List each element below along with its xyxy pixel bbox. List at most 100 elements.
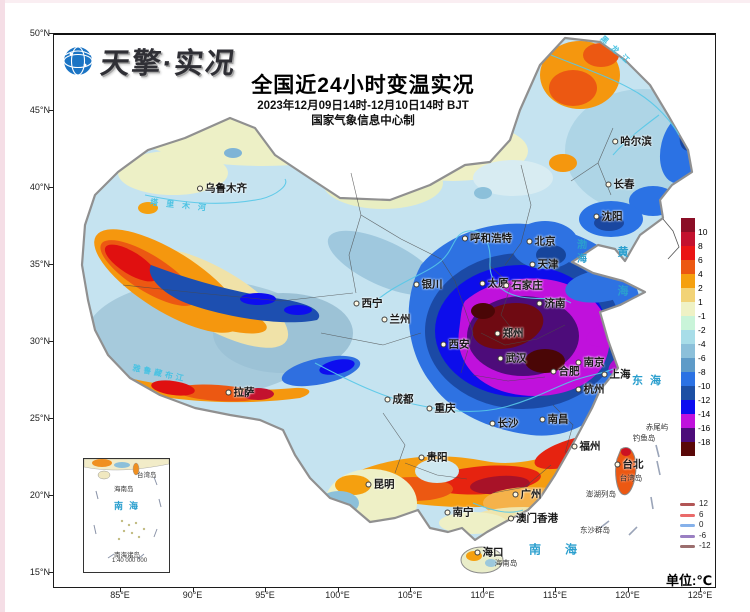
city-marker: 天津 — [529, 257, 559, 272]
city-marker: 武汉 — [497, 351, 527, 366]
city-label: 兰州 — [389, 313, 411, 326]
lat-tick-mark — [49, 341, 53, 342]
city-label: 合肥 — [558, 365, 580, 378]
lon-tick-label: 120°E — [615, 590, 640, 600]
city-label: 哈尔滨 — [620, 135, 652, 148]
inset-islands-label: 南海诸岛 — [114, 552, 140, 559]
globe-logo-icon — [63, 46, 93, 76]
city-marker: 昆明 — [365, 477, 395, 492]
city-label: 呼和浩特 — [470, 232, 512, 245]
lon-tick-label: 85°E — [110, 590, 130, 600]
city-label: 石家庄 — [511, 279, 543, 292]
colorbar-tick-label: 6 — [698, 255, 703, 265]
city-dot — [575, 386, 582, 392]
unit-label: 单位:℃ — [666, 573, 713, 588]
colorbar-block — [681, 344, 695, 358]
isoline-swatch — [680, 545, 695, 548]
colorbar-block — [681, 260, 695, 274]
colorbar-tick-label: -1 — [698, 311, 706, 321]
lat-tick-label: 50°N — [29, 28, 50, 38]
city-marker: 长春 — [605, 177, 635, 192]
city-label: 昆明 — [373, 478, 395, 491]
lon-tick-mark — [410, 588, 411, 592]
city-marker: 呼和浩特 — [462, 231, 512, 246]
isoline-label: -12 — [699, 541, 711, 550]
city-dot — [512, 491, 519, 497]
city-marker: 沈阳 — [593, 209, 623, 224]
colorbar-block — [681, 246, 695, 260]
colorbar-block — [681, 358, 695, 372]
colorbar-tick-label: 10 — [698, 227, 708, 237]
colorbar-tick-label: -16 — [698, 423, 711, 433]
inset-mini-map — [83, 458, 170, 560]
city-dot — [593, 213, 600, 219]
colorbar-block — [681, 288, 695, 302]
lon-tick-mark — [265, 588, 266, 592]
colorbar-tick-label: -6 — [698, 353, 706, 363]
colorbar-tick-label: 2 — [698, 283, 703, 293]
city-marker: 北京 — [526, 234, 556, 249]
city-dot — [497, 355, 504, 361]
city-dot — [489, 420, 496, 426]
city-label: 福州 — [579, 440, 601, 453]
lat-tick-label: 35°N — [29, 259, 50, 269]
lon-tick-mark — [192, 588, 194, 592]
city-marker: 济南 — [536, 296, 566, 311]
lat-tick-mark — [49, 33, 53, 34]
city-marker: 重庆 — [426, 401, 456, 416]
map-frame — [53, 33, 716, 588]
city-marker: 兰州 — [381, 312, 411, 327]
city-marker: 澳门香港 — [508, 511, 558, 526]
island-label: 钓鱼岛 — [632, 433, 656, 443]
lon-tick-label: 95°E — [255, 590, 275, 600]
city-dot — [529, 261, 536, 267]
isoline-swatch — [680, 513, 695, 517]
city-marker: 乌鲁木齐 — [197, 181, 247, 196]
city-label: 长沙 — [497, 417, 519, 430]
city-dot — [440, 341, 447, 347]
city-label: 天津 — [537, 258, 559, 271]
colorbar-tick-label: -14 — [698, 409, 711, 419]
lat-tick-label: 40°N — [29, 182, 50, 192]
china-map-svg — [80, 36, 694, 574]
colorbar-block — [681, 428, 695, 442]
isoline-label: 0 — [699, 520, 704, 529]
page-edge-left — [0, 0, 5, 612]
city-marker: 西安 — [440, 337, 470, 352]
city-dot — [384, 396, 391, 402]
lat-tick-label: 15°N — [29, 567, 50, 577]
city-marker: 上海 — [601, 367, 631, 382]
lon-tick-mark — [700, 588, 701, 592]
city-dot — [353, 300, 360, 306]
colorbar-tick-label: 4 — [698, 269, 703, 279]
city-label: 长春 — [613, 178, 635, 191]
taiwan-north-red-patch — [621, 448, 631, 456]
page-title: 全国近24小时变温实况 — [251, 74, 475, 97]
korea-border-line — [662, 218, 680, 260]
island-label: 赤尾屿 — [645, 422, 669, 432]
city-label: 北京 — [534, 235, 556, 248]
city-marker: 银川 — [413, 277, 443, 292]
city-label: 成都 — [392, 393, 414, 406]
colorbar-tick-label: 1 — [698, 297, 703, 307]
city-dot — [575, 359, 582, 365]
city-marker: 南京 — [575, 355, 605, 370]
city-dot — [550, 368, 557, 374]
colorbar-block — [681, 386, 695, 400]
city-label: 西安 — [448, 338, 470, 351]
city-dot — [197, 185, 203, 191]
isoline-label: 12 — [699, 499, 708, 508]
city-dot — [444, 509, 451, 515]
lon-tick-label: 105°E — [397, 590, 423, 600]
city-dot — [601, 371, 608, 377]
south-china-sea-inset: 台湾岛 海南岛 南海 南海诸岛 1:40 000 000 — [83, 458, 170, 573]
colorbar-tick-label: -10 — [698, 381, 711, 391]
colorbar-tick-label: -8 — [698, 367, 706, 377]
city-label: 郑州 — [502, 327, 524, 340]
city-marker: 西宁 — [353, 296, 383, 311]
isoline-label: 6 — [699, 509, 704, 519]
city-marker: 拉萨 — [225, 385, 255, 400]
lon-tick-mark — [120, 588, 121, 592]
colorbar-block — [681, 316, 695, 330]
colorbar-block — [681, 330, 695, 344]
